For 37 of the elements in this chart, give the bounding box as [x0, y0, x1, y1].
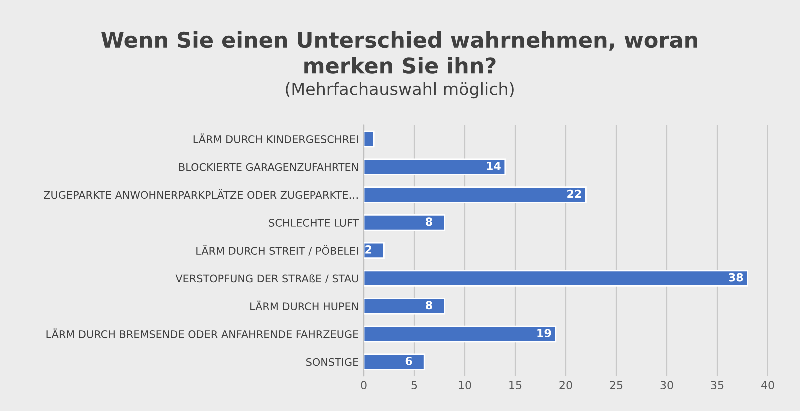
bar — [364, 158, 506, 176]
y-tick-label: SCHLECHTE LUFT — [269, 219, 360, 227]
bar — [364, 270, 748, 287]
x-tick-label: 30 — [660, 381, 674, 390]
chart-title: Wenn Sie einen Unterschied wahrnehmen, woran merken Sie ihn? — [101, 32, 698, 74]
data-label: 8 — [426, 301, 432, 310]
data-label: 8 — [426, 218, 432, 226]
y-tick-label: LÄRM DURCH HUPEN — [250, 300, 358, 311]
bar — [364, 242, 385, 260]
bar — [364, 326, 557, 343]
x-tick-label: 35 — [711, 381, 724, 390]
y-tick-label: ZUGEPARKTE ANWOHNERPARKPLÄTZE ODER ZUGEPARKTE… — [44, 189, 358, 200]
data-label: 22 — [568, 190, 582, 198]
y-tick-label: BLOCKIERTE GARAGENZUFAHRTEN — [180, 163, 358, 172]
x-tick-label: 20 — [560, 381, 572, 390]
y-tick-label: LÄRM DURCH BREMSENDE ODER ANFAHRENDE FAHRZEUGE — [46, 328, 358, 338]
x-tick-label: 40 — [761, 381, 774, 390]
data-label: 6 — [406, 356, 412, 366]
chart-subtitle: (Mehrfachauswahl möglich) — [286, 82, 514, 99]
bar — [364, 298, 446, 315]
y-tick-label: LÄRM DURCH KINDERGESCHREI — [194, 134, 358, 144]
y-tick-label: SONSTIGE — [306, 358, 358, 366]
data-label: 14 — [487, 162, 501, 170]
bar — [364, 354, 426, 370]
x-tick-label: 25 — [610, 381, 623, 390]
data-label: 38 — [729, 273, 744, 282]
x-tick-label: 5 — [412, 381, 418, 390]
bar — [364, 186, 587, 204]
y-tick-label: VERSTOPFUNG DER STRAßE / STAU — [176, 274, 358, 284]
x-tick-label: 0 — [361, 381, 367, 390]
data-label: 19 — [538, 329, 552, 338]
bar — [364, 214, 446, 232]
bar — [364, 130, 375, 148]
x-tick-label: 15 — [510, 381, 522, 390]
x-tick-label: 10 — [459, 381, 472, 390]
data-label: 2 — [366, 246, 372, 254]
y-tick-label: LÄRM DURCH STREIT / PÖBELEI — [196, 245, 358, 256]
